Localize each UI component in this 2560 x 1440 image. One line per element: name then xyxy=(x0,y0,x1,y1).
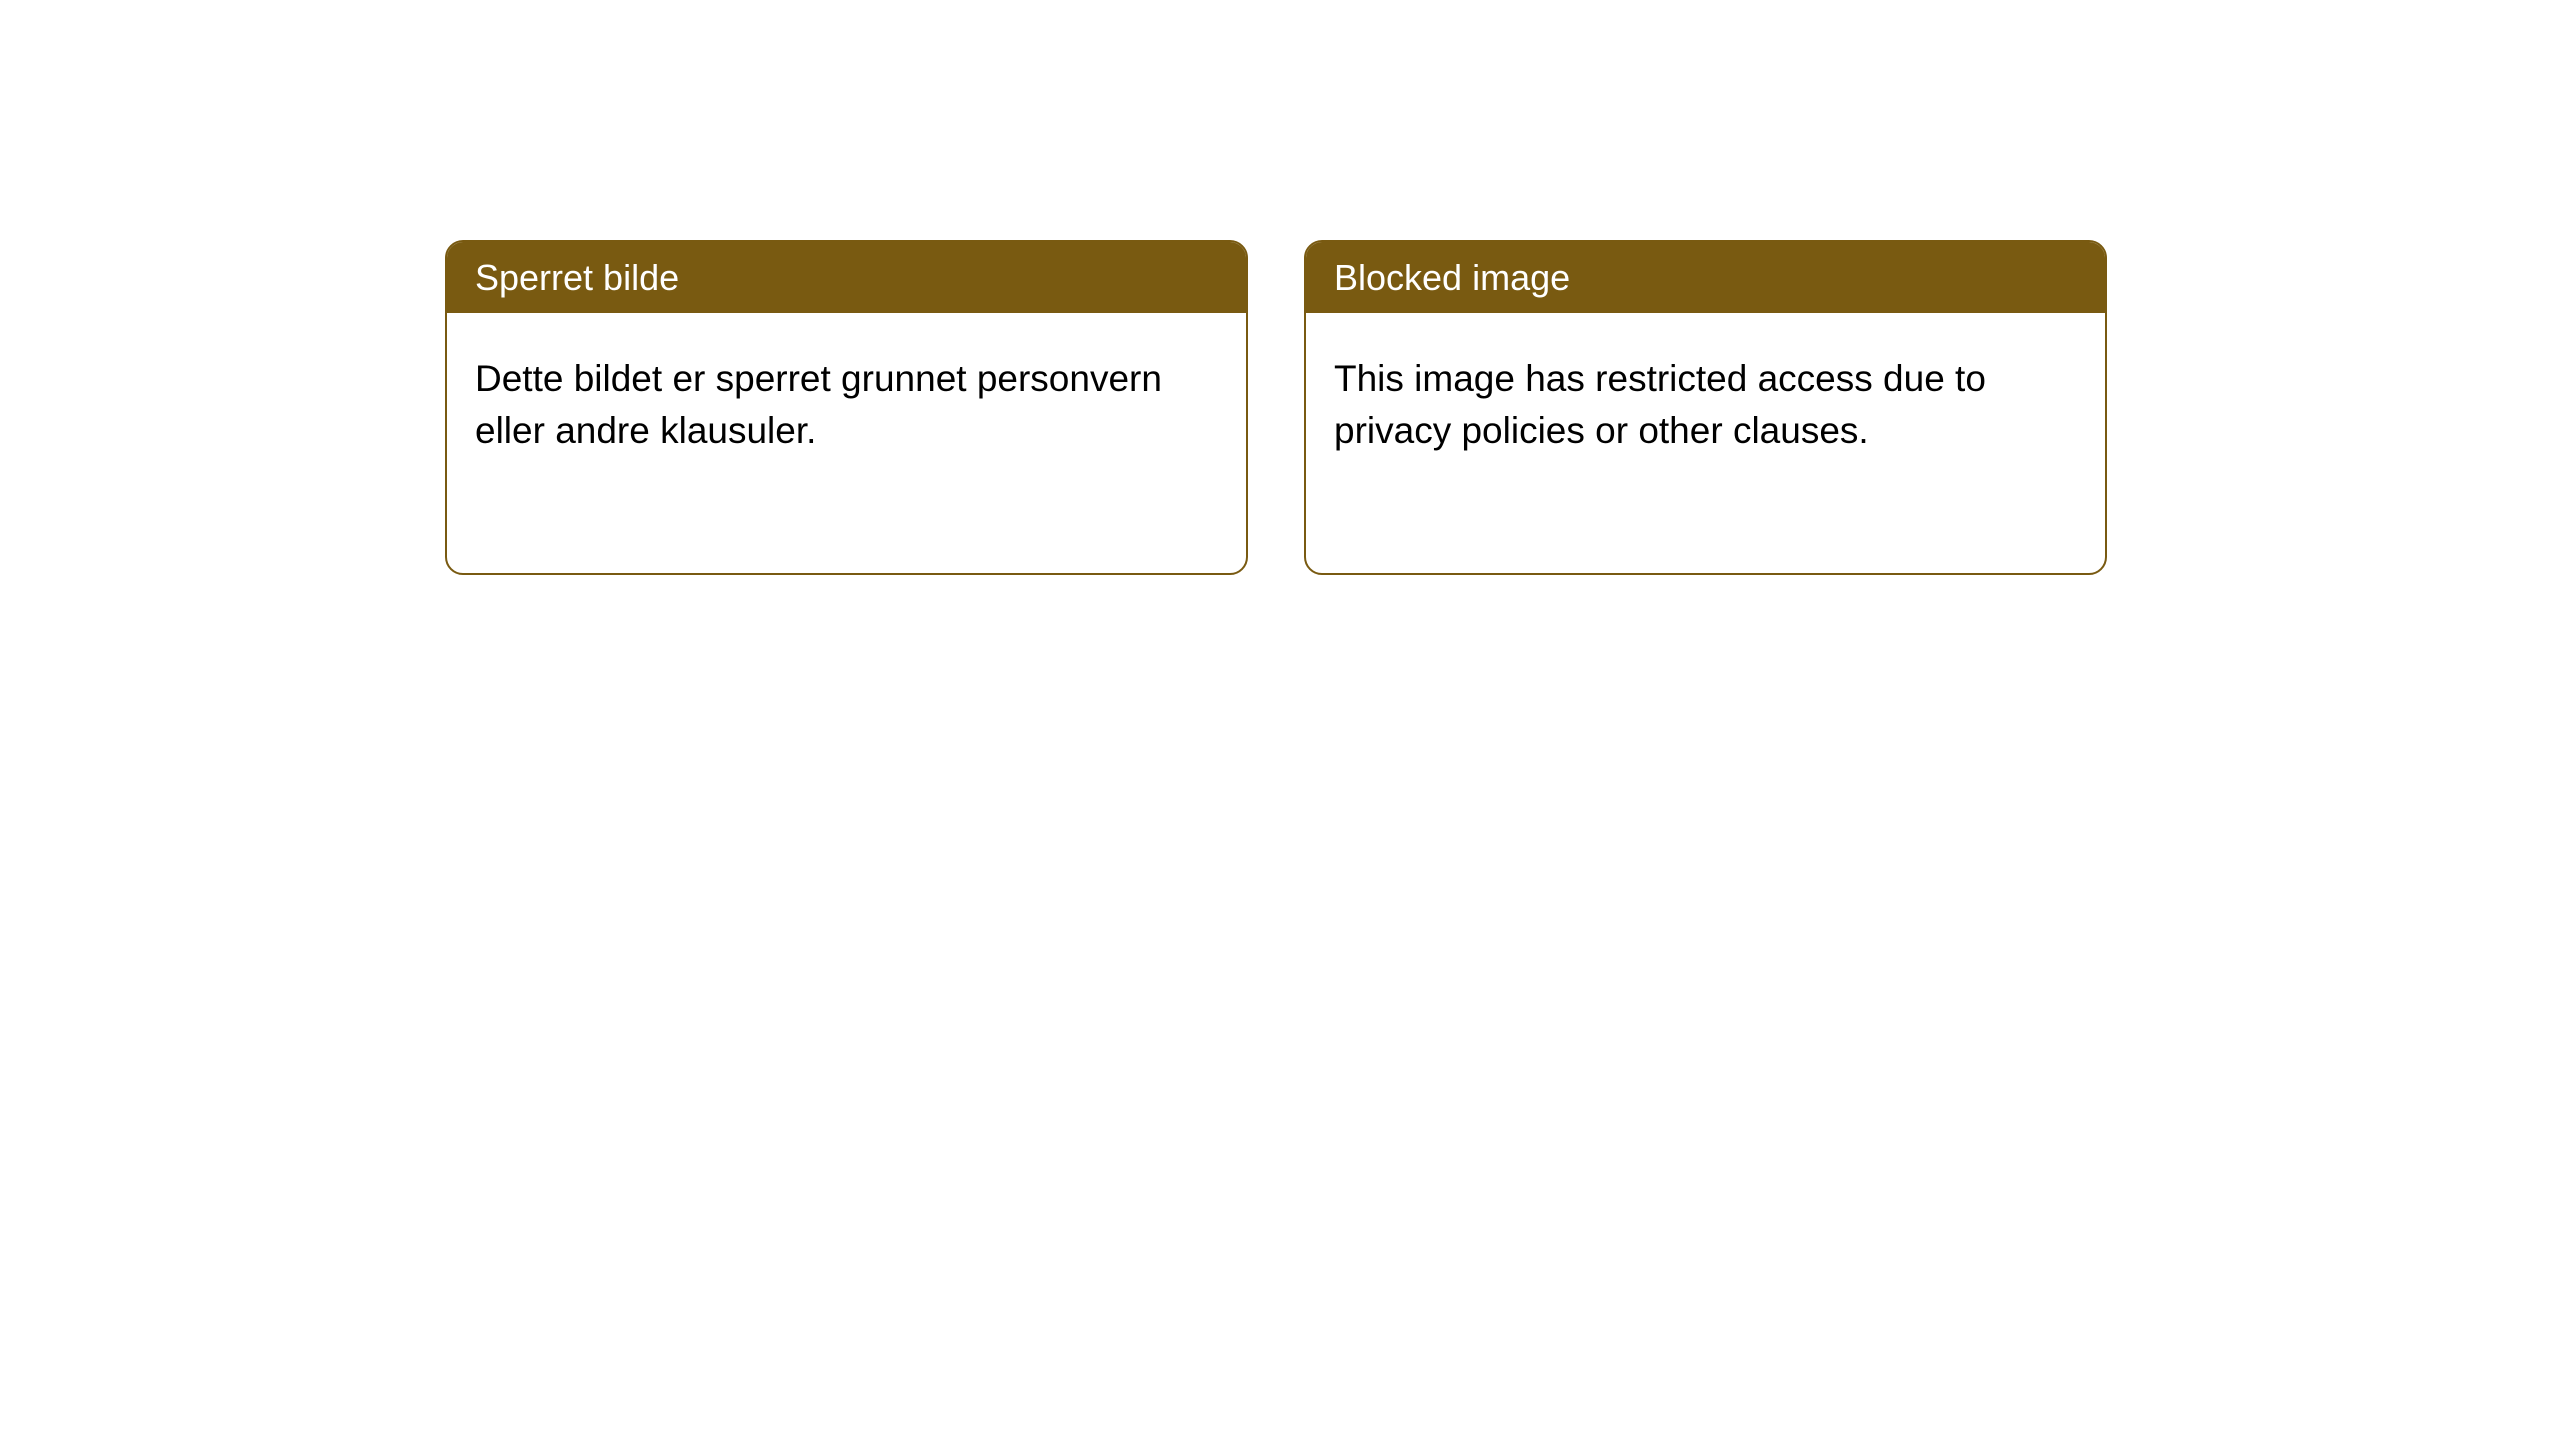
card-title: Sperret bilde xyxy=(447,242,1246,313)
notice-card-english: Blocked image This image has restricted … xyxy=(1304,240,2107,575)
card-body: This image has restricted access due to … xyxy=(1306,313,2105,497)
notice-cards-container: Sperret bilde Dette bildet er sperret gr… xyxy=(445,240,2107,575)
card-body: Dette bildet er sperret grunnet personve… xyxy=(447,313,1246,497)
notice-card-norwegian: Sperret bilde Dette bildet er sperret gr… xyxy=(445,240,1248,575)
card-title: Blocked image xyxy=(1306,242,2105,313)
